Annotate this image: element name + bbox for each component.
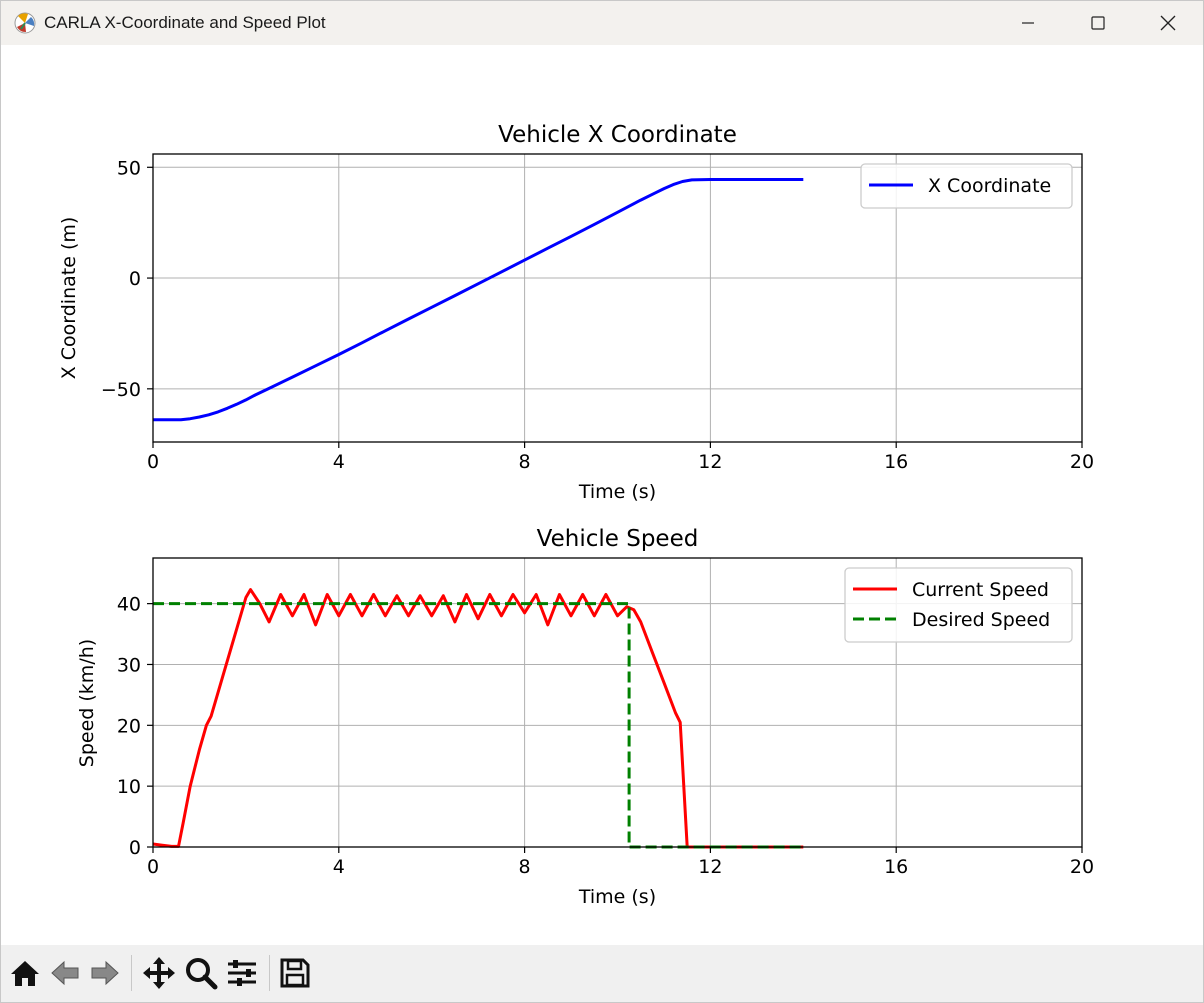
forward-icon: [91, 960, 119, 986]
axes-frame: [152, 153, 1083, 443]
y-tick-label: 10: [117, 776, 141, 798]
pan-icon: [143, 957, 175, 989]
x-tick-label: 8: [519, 856, 531, 878]
x-tick-label: 12: [698, 451, 722, 473]
zoom-button[interactable]: [182, 953, 220, 993]
x-tick-label: 0: [147, 451, 159, 473]
close-icon: [1160, 15, 1176, 31]
x-tick-label: 16: [884, 856, 908, 878]
legend-label: X Coordinate: [928, 175, 1051, 197]
x-axis-label: Time (s): [578, 481, 656, 503]
subplot-2: 0 4 8 12 16 20 0 10 20 30 40 Vehicle Speed Time (s) S…: [76, 526, 1094, 908]
axes-frame: [152, 557, 1083, 848]
configure-subplots-button[interactable]: [223, 953, 261, 993]
close-button[interactable]: [1133, 1, 1203, 45]
x-tick-label: 12: [698, 856, 722, 878]
y-tick-label: 20: [117, 715, 141, 737]
maximize-icon: [1091, 16, 1105, 30]
app-icon: [14, 12, 36, 34]
y-axis-label: Speed (km/h): [76, 639, 98, 767]
figure-canvas[interactable]: 0 4 8 12 16 20 −50 0 50 Vehicle X Coordinate Time …: [1, 45, 1203, 945]
save-button[interactable]: [277, 953, 313, 993]
x-tick-label: 20: [1070, 856, 1094, 878]
zoom-icon: [186, 958, 218, 990]
toolbar-separator: [269, 955, 270, 991]
forward-button[interactable]: [87, 953, 123, 993]
y-tick-label: 50: [117, 157, 141, 179]
y-tick-label: −50: [101, 379, 141, 401]
x-tick-label: 4: [333, 856, 345, 878]
legend-box: [844, 567, 1073, 643]
x-tick-label: 8: [519, 451, 531, 473]
series-line-x-coordinate: [153, 178, 804, 422]
legend: X Coordinate: [860, 163, 1073, 209]
y-tick-label: 30: [117, 654, 141, 676]
x-tick-label: 4: [333, 451, 345, 473]
title-bar: CARLA X-Coordinate and Speed Plot: [1, 1, 1203, 45]
maximize-button[interactable]: [1063, 1, 1133, 45]
legend-box: [860, 163, 1073, 209]
minimize-icon: [1022, 22, 1034, 24]
configure-subplots-icon: [228, 960, 256, 986]
chart-title: Vehicle Speed: [537, 526, 699, 552]
navigation-toolbar: [1, 945, 1203, 1002]
toolbar-separator: [131, 955, 132, 991]
figure-svg: 0 4 8 12 16 20 −50 0 50 Vehicle X Coordinate Time …: [58, 122, 1094, 908]
y-tick-label: 40: [117, 594, 141, 616]
chart-title: Vehicle X Coordinate: [498, 122, 737, 148]
home-icon: [11, 961, 39, 986]
x-tick-label: 20: [1070, 451, 1094, 473]
pan-button[interactable]: [140, 953, 178, 993]
x-axis-label: Time (s): [578, 886, 656, 908]
subplot-1: 0 4 8 12 16 20 −50 0 50 Vehicle X Coordinate Time …: [58, 122, 1094, 503]
x-tick-label: 16: [884, 451, 908, 473]
y-axis-label: X Coordinate (m): [58, 217, 80, 380]
minimize-button[interactable]: [993, 1, 1063, 45]
y-tick-label: 0: [129, 837, 141, 859]
back-icon: [51, 960, 79, 986]
legend: Current Speed Desired Speed: [844, 567, 1073, 643]
window-title: CARLA X-Coordinate and Speed Plot: [44, 13, 326, 32]
save-icon: [280, 958, 310, 988]
home-button[interactable]: [7, 953, 43, 993]
series-line-current-speed: [152, 588, 804, 849]
x-tick-label: 0: [147, 856, 159, 878]
legend-label: Desired Speed: [912, 609, 1050, 631]
legend-label: Current Speed: [912, 579, 1049, 601]
back-button[interactable]: [47, 953, 83, 993]
y-tick-label: 0: [129, 268, 141, 290]
